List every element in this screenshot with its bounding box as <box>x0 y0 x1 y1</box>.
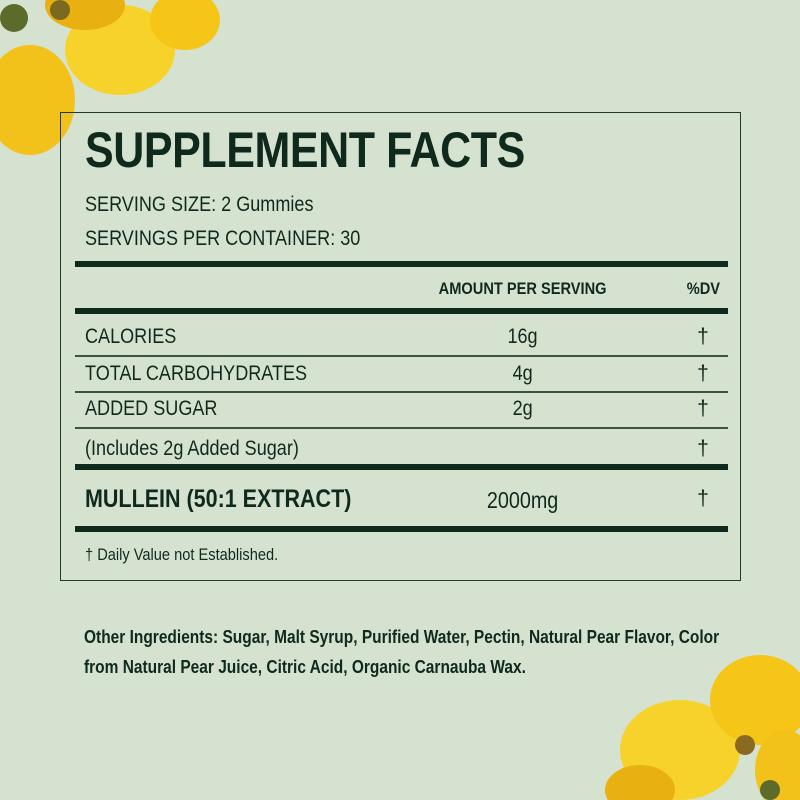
ingredient-name: MULLEIN (50:1 EXTRACT) <box>85 485 352 513</box>
divider-thick <box>75 261 728 267</box>
panel-title: SUPPLEMENT FACTS <box>85 122 525 178</box>
amount-per-serving-header: AMOUNT PER SERVING <box>439 279 607 298</box>
nutrient-name: ADDED SUGAR <box>85 397 218 420</box>
divider-thin <box>75 355 728 357</box>
other-ingredients: Other Ingredients: Sugar, Malt Syrup, Pu… <box>84 627 720 677</box>
divider-thick <box>75 526 728 532</box>
nutrient-name: CALORIES <box>85 325 191 349</box>
nutrient-dv: † <box>697 325 709 348</box>
nutrient-name: (Includes 2g Added Sugar) <box>85 437 299 460</box>
divider-thin <box>75 391 728 393</box>
ingredient-amount: 2000mg <box>487 487 559 513</box>
nutrient-name-text: CALORIES <box>85 325 177 348</box>
supplement-facts-panel: SUPPLEMENT FACTS SERVING SIZE: 2 Gummies… <box>60 112 741 581</box>
nutrient-amount: 16g <box>507 325 539 348</box>
serving-size: SERVING SIZE: 2 Gummies <box>85 193 314 216</box>
nutrient-dv: † <box>697 397 709 420</box>
nutrient-dv: † <box>697 437 709 460</box>
servings-per-container: SERVINGS PER CONTAINER: 30 <box>85 227 361 250</box>
nutrient-amount: 4g <box>512 362 534 385</box>
dv-header: %DV <box>686 279 720 298</box>
nutrient-amount <box>423 437 623 461</box>
footnote: † Daily Value not Established. <box>85 545 279 564</box>
divider-thick <box>75 464 728 470</box>
nutrient-dv: † <box>697 362 709 385</box>
divider-thick <box>75 308 728 314</box>
ingredient-dv: † <box>697 487 709 510</box>
divider-thin <box>75 427 728 429</box>
nutrient-amount: 2g <box>512 397 534 420</box>
nutrient-name: TOTAL CARBOHYDRATES <box>85 362 308 385</box>
